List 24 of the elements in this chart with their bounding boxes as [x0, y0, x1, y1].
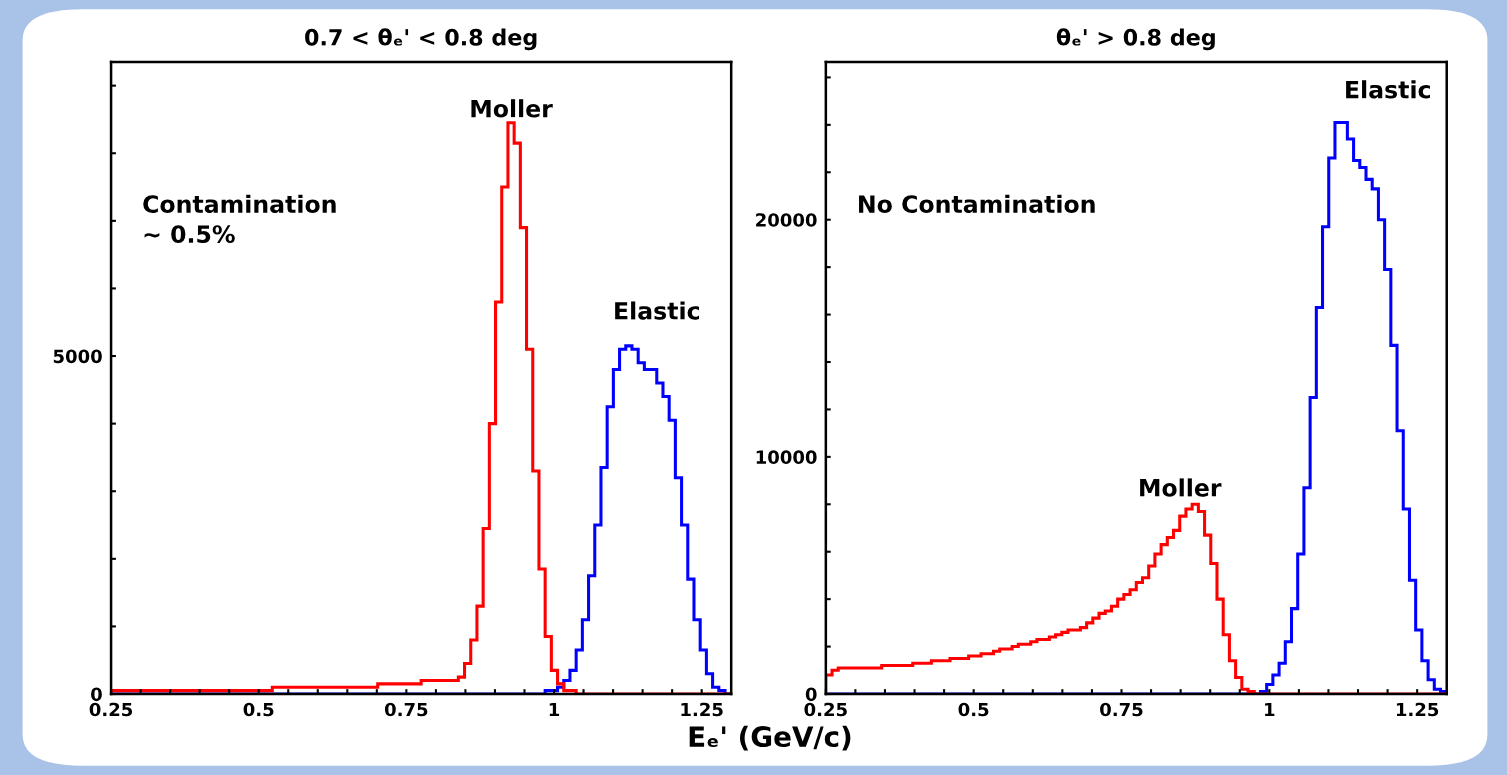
x-tick-label: 1.25 — [681, 702, 723, 717]
y-tick-label: 20000 — [756, 213, 817, 227]
annotation: Contamination ~ 0.5% — [143, 194, 336, 244]
y-tick-label: 10000 — [756, 450, 817, 464]
x-tick-label: 0.5 — [243, 702, 274, 717]
x-tick-label: 0.75 — [384, 702, 428, 717]
y-tick-label: 5000 — [53, 349, 102, 364]
annotation: Elastic — [1346, 80, 1430, 99]
x-tick-label: 0.5 — [958, 702, 989, 717]
annotation: Moller — [1140, 478, 1222, 497]
x-axis-title: Eₑ' (GeV/c) — [689, 725, 851, 751]
x-tick-label: 0.25 — [89, 702, 133, 717]
x-tick-label: 1 — [549, 702, 560, 717]
y-tick-label: 0 — [805, 687, 817, 702]
annotation: Elastic — [615, 301, 699, 320]
y-tick-label: 0 — [91, 687, 102, 702]
annotation: Moller — [471, 99, 553, 118]
x-tick-label: 0.75 — [1100, 702, 1143, 717]
chart-title: 0.7 < θₑ' < 0.8 deg — [305, 28, 537, 51]
annotation: No Contamination — [859, 194, 1095, 213]
chart-title: θₑ' > 0.8 deg — [1056, 28, 1215, 51]
x-tick-label: 1 — [1265, 702, 1275, 717]
x-tick-label: 1.25 — [1396, 702, 1439, 717]
x-tick-label: 0.25 — [804, 702, 847, 717]
